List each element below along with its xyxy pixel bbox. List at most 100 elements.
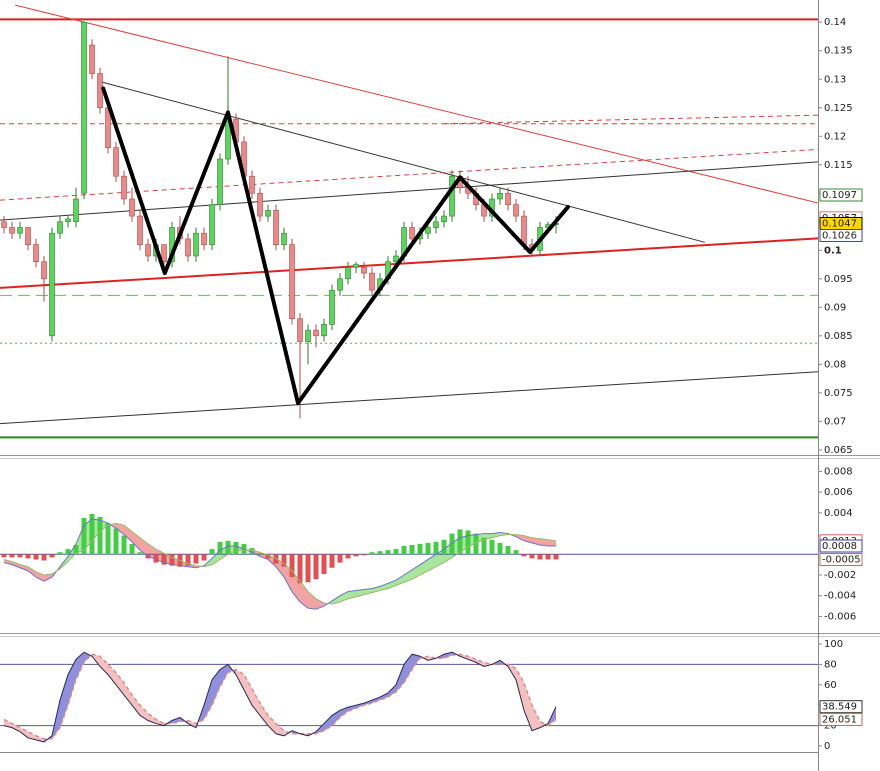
candle-body [129,198,135,217]
indicator-fill [100,656,108,675]
trend-line [0,371,818,425]
candle-body [433,221,439,228]
histogram-bar [521,554,527,557]
candle-body [89,44,95,74]
candle-body [281,232,287,245]
price-tag-box [819,700,863,714]
histogram-bar [97,516,103,555]
histogram-bar [329,554,335,568]
indicator-fill [308,591,316,610]
histogram-bar [233,541,239,555]
candle-body [273,210,279,245]
candle-body [9,227,15,234]
histogram-bar [73,544,79,555]
indicator-fill [124,525,132,542]
indicator-fill [60,674,68,728]
indicator-fill [548,539,556,546]
candle-body [425,227,431,234]
indicator-fill [468,656,476,663]
histogram-bar [345,554,351,559]
candle-body [193,232,199,257]
y-tick-label: 0.09 [824,302,846,313]
histogram-bar [369,552,375,555]
candle-body [97,73,103,109]
indicator-fill [116,672,124,695]
y-tick-label: 0.008 [824,466,853,477]
histogram-bar [489,539,495,555]
stoch-k-line [3,651,557,743]
histogram-bar [505,546,511,555]
indicator-fill [4,559,12,565]
histogram-bar [33,554,39,560]
zigzag-pattern [101,86,570,406]
y-tick-label: 0.085 [824,331,853,342]
indicator-fill [28,566,36,578]
histogram-bar [105,523,111,555]
histogram-bar [433,541,439,555]
histogram-bar [249,548,255,555]
trend-line [15,4,818,204]
histogram-bar [481,537,487,555]
histogram-bar [265,554,271,559]
indicator-fill [236,669,244,690]
candle-body [329,289,335,325]
histogram-bar [529,554,535,559]
candle-body [297,318,303,342]
candle-body [449,175,455,217]
histogram-bar [457,529,463,555]
candle-body [289,244,295,320]
candle-body [145,244,151,257]
y-tick-label: 80 [824,659,837,670]
candle-body [305,329,311,342]
histogram-bar [425,542,431,555]
histogram-bar [25,554,31,559]
histogram-bar [129,543,135,555]
histogram-bar [89,513,95,555]
indicator-fill [212,669,220,706]
candle-body [73,198,79,223]
indicator-fill [404,569,412,583]
indicator-fill [276,723,284,736]
indicator-fill [492,532,500,538]
indicator-fill [20,727,28,738]
y-tick-label: 20 [824,721,837,732]
histogram-bar [305,554,311,583]
y-tick-label: 0.14 [824,17,846,28]
indicator-fill [260,703,268,726]
y-tick-label: 0.006 [824,487,853,498]
histogram-bar [289,554,295,578]
histogram-bar [1,554,7,558]
histogram-bar [121,535,127,555]
candle-body [113,147,119,177]
indicator-fill [188,720,196,728]
histogram-bar [553,554,559,560]
indicator-fill [380,692,388,701]
candle-body [345,267,351,280]
histogram-bar [417,543,423,555]
candle-body [17,227,23,234]
price-tag-label: 38.549 [822,702,857,713]
indicator-fill [532,705,540,731]
indicator-fill [540,538,548,546]
candle-body [161,244,167,263]
histogram-bar [401,546,407,555]
histogram-bar [281,554,287,567]
y-tick-label: 100 [824,639,843,650]
y-tick-label: 0.075 [824,388,853,399]
histogram-bar [449,533,455,555]
indicator-fill [124,682,132,706]
price-tag-label: 26.051 [822,714,857,725]
indicator-fill [388,684,396,698]
histogram-bar [81,518,87,555]
indicator-fill [44,573,52,582]
indicator-fill [220,664,228,687]
indicator-fill [76,652,84,680]
histogram-bar [185,554,191,566]
indicator-fill [172,717,180,724]
candle-body [249,175,255,194]
histogram-bar [217,541,223,555]
histogram-bar [161,554,167,565]
candle-body [441,215,447,223]
y-tick-label: 0.12 [824,131,846,142]
